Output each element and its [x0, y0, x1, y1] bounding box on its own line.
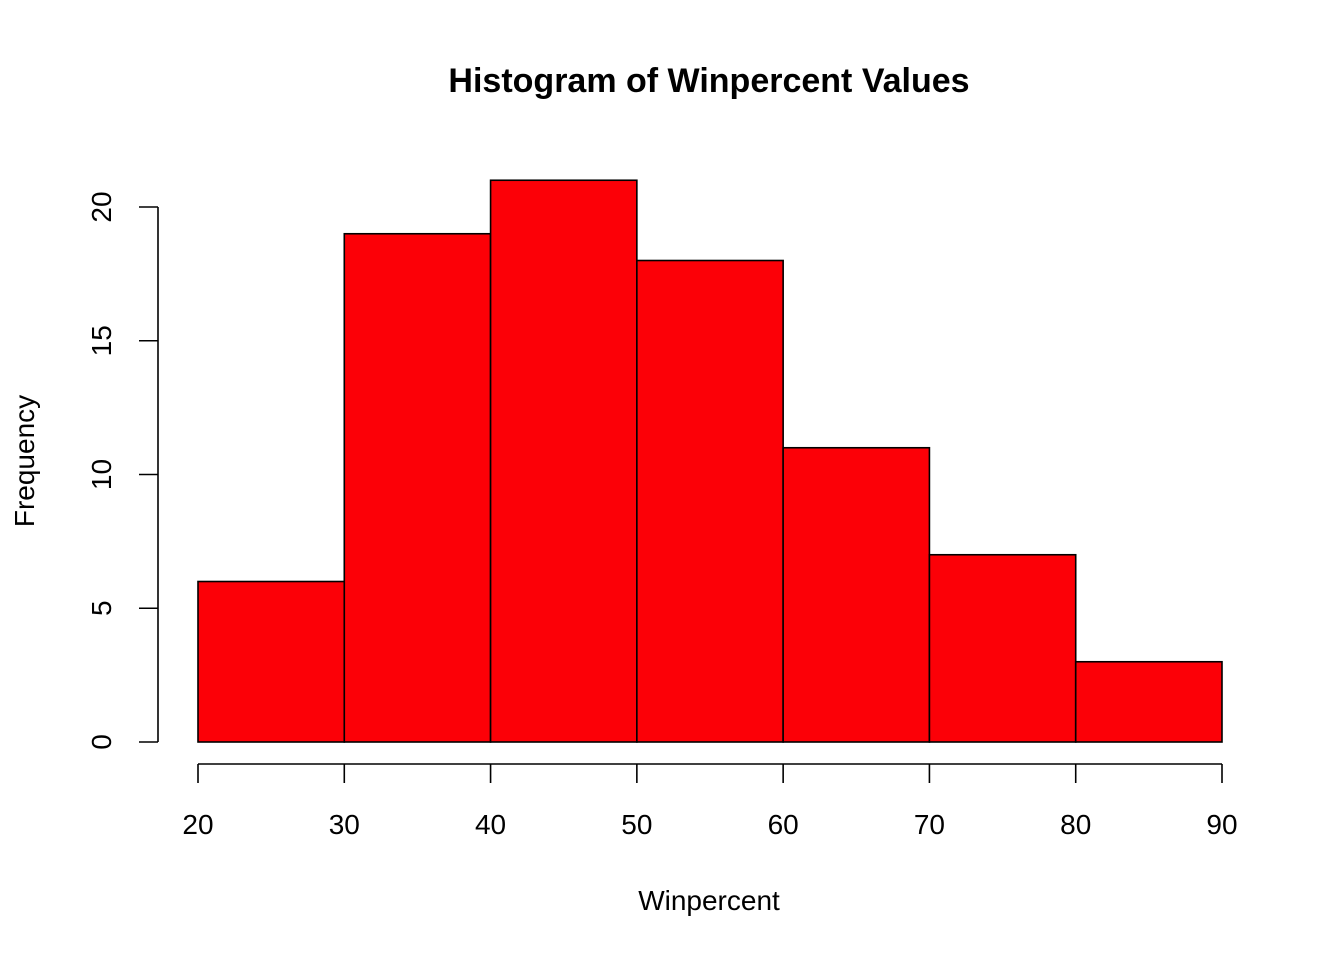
bars-layer [197, 179, 1223, 743]
x-axis: 20 30 40 50 60 70 80 90 [182, 763, 1238, 840]
histogram-bar-50-60 [636, 259, 784, 743]
y-tick-label-0: 0 [86, 734, 117, 750]
histogram-bar-30-40 [343, 232, 492, 743]
x-tick-label-30: 30 [329, 809, 360, 840]
histogram-bar-80-90 [1074, 660, 1223, 743]
histogram-bar-20-30 [197, 580, 346, 743]
x-tick-label-70: 70 [914, 809, 945, 840]
histogram-bar-60-70 [782, 446, 931, 743]
x-tick-label-80: 80 [1060, 809, 1091, 840]
y-tick-label-15: 15 [86, 325, 117, 356]
y-tick-label-10: 10 [86, 459, 117, 490]
x-tick-label-20: 20 [182, 809, 213, 840]
y-tick-label-5: 5 [86, 600, 117, 616]
chart-title: Histogram of Winpercent Values [448, 62, 969, 100]
x-tick-label-60: 60 [768, 809, 799, 840]
x-axis-label: Winpercent [638, 885, 780, 916]
histogram-bar-70-80 [928, 553, 1077, 743]
x-tick-label-40: 40 [475, 809, 506, 840]
y-axis: 0 5 10 15 20 [86, 191, 159, 750]
x-tick-label-90: 90 [1206, 809, 1237, 840]
histogram-bar-40-50 [489, 179, 638, 743]
y-axis-label: Frequency [9, 395, 40, 527]
y-tick-label-20: 20 [86, 191, 117, 222]
x-tick-label-50: 50 [621, 809, 652, 840]
